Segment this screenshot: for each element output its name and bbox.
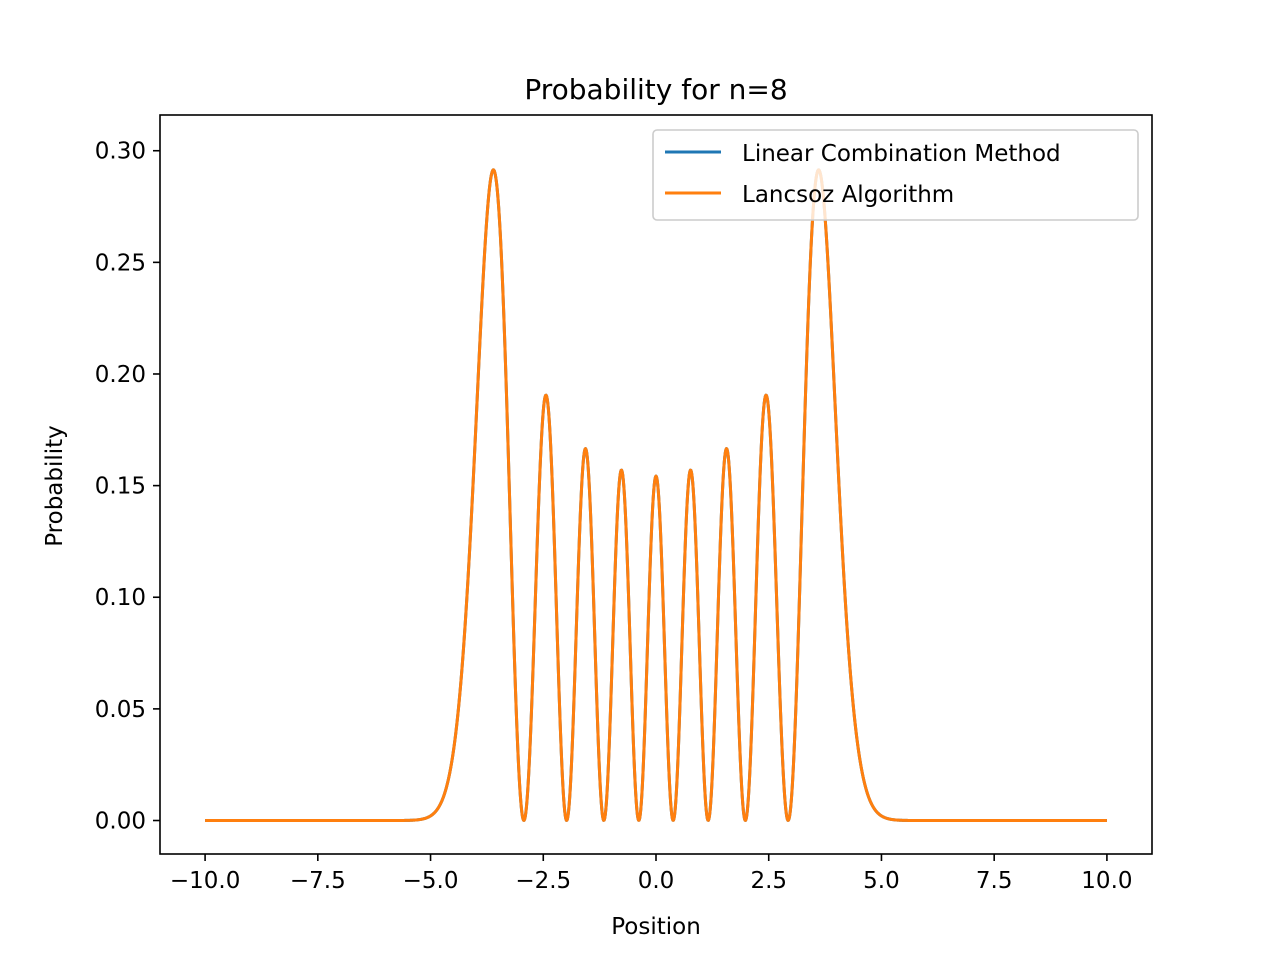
series-line-lancsoz <box>204 168 1108 823</box>
y-axis-label: Probability <box>42 425 68 547</box>
y-tick-label: 0.20 <box>95 362 146 388</box>
y-tick-label: 0.00 <box>95 809 146 835</box>
y-axis-ticks: 0.00 0.05 0.10 0.15 0.20 0.25 0.30 <box>95 139 160 835</box>
x-tick-label: −2.5 <box>515 868 571 894</box>
x-tick-label: 7.5 <box>976 868 1013 894</box>
x-tick-label: 0.0 <box>638 868 675 894</box>
x-axis-label: Position <box>611 914 701 940</box>
chart-title: Probability for n=8 <box>524 73 787 106</box>
plot-frame <box>159 114 1153 855</box>
x-tick-label: 10.0 <box>1081 868 1132 894</box>
legend-label-lancsoz: Lancsoz Algorithm <box>742 182 954 208</box>
x-tick-label: −7.5 <box>290 868 346 894</box>
x-tick-label: 5.0 <box>863 868 900 894</box>
x-tick-label: −5.0 <box>403 868 459 894</box>
legend-box <box>652 129 1139 221</box>
y-tick-label: 0.30 <box>95 139 146 165</box>
legend-label-linear-combination: Linear Combination Method <box>742 141 1061 167</box>
chart-legend: Linear Combination Method Lancsoz Algori… <box>652 129 1139 221</box>
x-axis-ticks: −10.0 −7.5 −5.0 −2.5 0.0 2.5 5.0 7.5 10.0 <box>170 854 1133 894</box>
plot-lines <box>204 168 1108 823</box>
x-tick-label: −10.0 <box>170 868 240 894</box>
y-tick-label: 0.25 <box>95 250 146 276</box>
y-tick-label: 0.15 <box>95 474 146 500</box>
y-tick-label: 0.05 <box>95 697 146 723</box>
x-tick-label: 2.5 <box>750 868 787 894</box>
series-line-linear-combination <box>204 168 1108 823</box>
y-tick-label: 0.10 <box>95 585 146 611</box>
